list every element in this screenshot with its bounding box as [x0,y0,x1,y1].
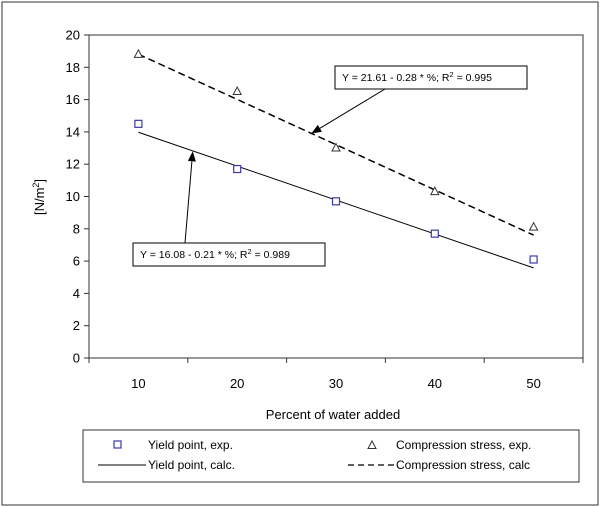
data-point-square [331,197,341,206]
data-point-square [529,255,538,264]
annotation-compression: Y = 21.61 - 0.28 * %; R2 = 0.995 [311,65,528,134]
x-tick-label: 50 [526,376,540,391]
y-axis-title-sup: 2 [31,183,41,188]
y-tick-label: 8 [73,221,80,236]
annotation-yield-box [132,242,326,267]
series-line-3 [138,53,534,236]
y-tick-label: 16 [66,92,80,107]
legend-marker-yield-exp [113,440,122,449]
data-point-triangle [232,85,243,96]
y-tick-label: 0 [73,351,80,366]
data-point-square [430,229,439,238]
y-tick-label: 12 [66,157,80,172]
annotation-compression-box [334,65,528,90]
y-axis-title: [N/m2] [31,179,47,215]
data-point-triangle [528,221,539,231]
data-point-square [134,119,143,128]
x-axis-title: Percent of water added [266,407,400,422]
x-tick-label: 30 [329,376,343,391]
annotation-yield-arrowhead [187,151,196,162]
annotation-yield: Y = 16.08 - 0.21 * %; R2 = 0.989 [132,151,326,267]
legend-label-compression-calc: Compression stress, calc [396,458,530,472]
y-axis-title-end: ] [32,179,47,183]
y-tick-label: 10 [66,189,80,204]
legend-box [82,429,580,483]
data-point-triangle [429,186,440,196]
data-point-triangle [331,142,341,152]
annotation-compression-arrowhead [311,124,322,134]
legend-label-yield-calc: Yield point, calc. [148,458,235,472]
y-tick-label: 14 [66,124,80,139]
x-tick-label: 40 [428,376,442,391]
legend-label-yield-exp: Yield point, exp. [148,438,233,452]
x-tick-label: 20 [230,376,244,391]
x-tick-label: 10 [131,376,145,391]
annotation-yield-label: Y = 16.08 - 0.21 * %; R2 = 0.989 [140,247,290,261]
y-axis: 0 2 4 6 8 10 12 14 16 18 20 [66,28,89,366]
y-tick-label: 4 [73,286,80,301]
y-tick-label: 18 [66,60,80,75]
legend-label-compression-exp: Compression stress, exp. [396,438,531,452]
data-point-triangle [133,48,144,58]
annotation-yield-arrow [184,161,193,244]
legend: Yield point, exp. Compression stress, ex… [82,429,580,483]
y-axis-title-main: [N/m [32,188,47,215]
series-markers [133,48,539,264]
x-axis: 10 20 30 40 50 [88,358,584,391]
legend-marker-compression-exp [367,439,377,449]
y-tick-label: 6 [73,254,80,269]
data-point-square [233,164,242,174]
annotation-compression-label: Y = 21.61 - 0.28 * %; R2 = 0.995 [342,70,492,84]
annotation-compression-arrow [319,88,386,129]
y-tick-label: 20 [66,28,80,43]
y-tick-label: 2 [73,318,80,333]
